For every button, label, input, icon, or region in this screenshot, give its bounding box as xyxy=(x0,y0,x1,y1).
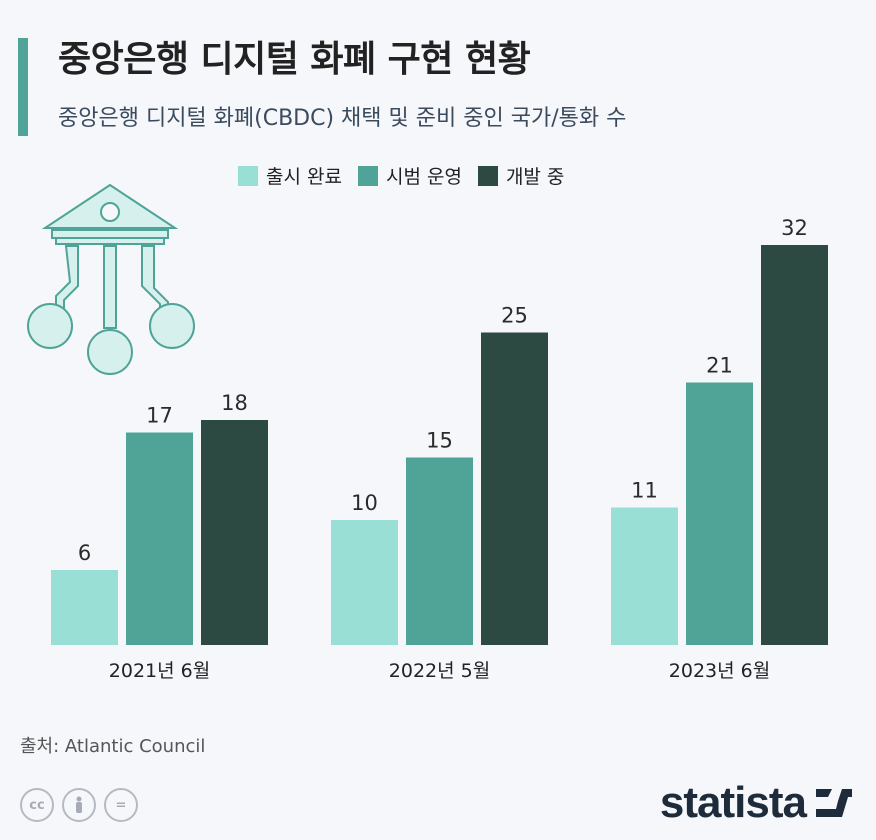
legend-item-launched: 출시 완료 xyxy=(238,162,342,189)
by-icon[interactable] xyxy=(62,788,96,822)
bar xyxy=(201,420,268,645)
category-label: 2023년 6월 xyxy=(669,660,770,682)
value-label: 10 xyxy=(351,491,378,515)
bar xyxy=(126,432,193,645)
bar xyxy=(51,570,118,645)
bars-group xyxy=(51,245,828,645)
value-label: 25 xyxy=(501,304,528,328)
legend-label: 개발 중 xyxy=(505,166,565,188)
value-label: 18 xyxy=(221,391,248,415)
value-label: 11 xyxy=(631,479,658,503)
category-label: 2022년 5월 xyxy=(389,660,490,682)
bar xyxy=(331,520,398,645)
value-labels-group: 6 17 18 10 15 25 11 21 32 xyxy=(78,216,808,565)
value-label: 15 xyxy=(426,429,453,453)
legend-swatch xyxy=(357,165,378,186)
value-label: 32 xyxy=(781,216,808,240)
value-label: 17 xyxy=(146,404,173,428)
bar xyxy=(406,457,473,645)
legend-swatch xyxy=(477,165,498,186)
legend-label: 시범 운영 xyxy=(385,166,462,188)
category-labels-group: 2021년 6월 2022년 5월 2023년 6월 xyxy=(109,660,770,682)
category-label: 2021년 6월 xyxy=(109,660,210,682)
bar xyxy=(761,245,828,645)
source-note: 출처: Atlantic Council xyxy=(20,736,206,757)
value-label: 6 xyxy=(78,541,91,565)
bar xyxy=(481,332,548,645)
statista-logo[interactable]: statista xyxy=(660,778,854,828)
title-accent-bar xyxy=(18,38,28,136)
bar xyxy=(686,382,753,645)
license-icons[interactable]: cc = xyxy=(20,788,138,822)
cc-icon[interactable]: cc xyxy=(20,788,54,822)
statista-logo-icon xyxy=(816,789,852,817)
nd-icon[interactable]: = xyxy=(104,788,138,822)
legend-label: 출시 완료 xyxy=(266,166,342,188)
bar-chart: 6 17 18 10 15 25 11 21 32 2021년 6월 2022년 5월 2023년 … xyxy=(27,183,828,682)
page-subtitle: 중앙은행 디지털 화폐(CBDC) 채택 및 준비 중인 국가/통화 수 xyxy=(58,106,627,131)
legend-item-pilot: 시범 운영 xyxy=(357,162,462,189)
logo-text: statista xyxy=(659,778,807,827)
legend-item-development: 개발 중 xyxy=(477,162,565,189)
bar xyxy=(611,507,678,645)
value-label: 21 xyxy=(706,354,733,378)
bank-circuit-icon xyxy=(27,183,195,375)
page-title: 중앙은행 디지털 화폐 구현 현황 xyxy=(58,39,531,80)
chart-legend: 출시 완료 시범 운영 개발 중 xyxy=(238,162,564,189)
legend-swatch xyxy=(238,165,258,186)
